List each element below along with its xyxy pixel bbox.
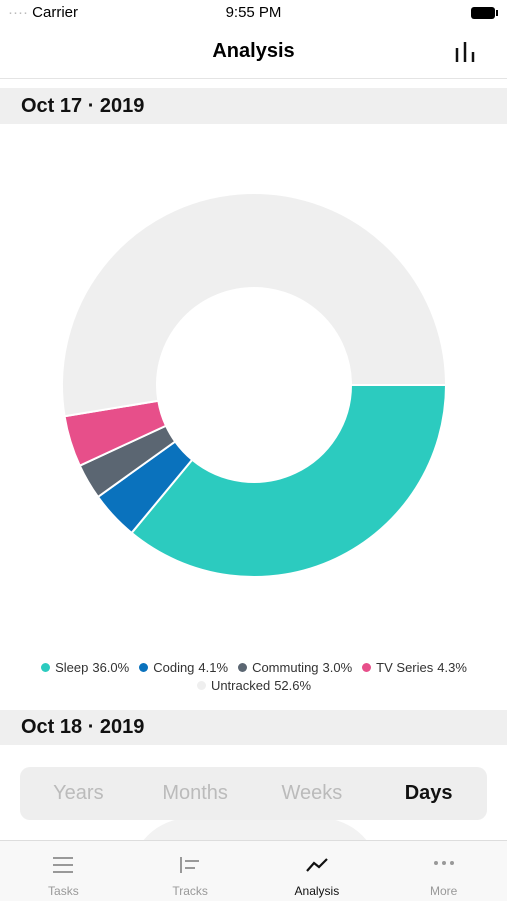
legend-swatch: [41, 663, 51, 672]
legend-item: TV Series 4.3%: [362, 660, 467, 675]
battery: [471, 7, 498, 19]
legend-swatch: [238, 663, 248, 672]
donut-segment: [61, 192, 448, 418]
legend-item: Commuting 3.0%: [238, 660, 352, 675]
legend-swatch: [362, 663, 372, 672]
legend: Sleep 36.0% Coding 4.1% Commuting 3.0% TV Seri…: [24, 660, 484, 693]
tab-label: Tasks: [48, 884, 79, 898]
nav-divider: [0, 78, 507, 79]
legend-value: 36.0%: [92, 660, 130, 675]
legend-name: TV Series: [376, 660, 434, 675]
tab-bar: Tasks Tracks Analysis More: [0, 840, 507, 901]
signal: ····: [8, 4, 28, 21]
tab[interactable]: More: [380, 841, 507, 901]
legend-swatch: [139, 663, 149, 672]
tab-icon: [53, 857, 74, 873]
section-date: Oct 17 · 2019: [21, 95, 145, 117]
nav-title: Analysis: [212, 40, 295, 62]
donut-segment: [130, 384, 448, 578]
section-date: Oct 18 · 2019: [21, 716, 145, 738]
tab-icon: [180, 857, 200, 873]
segment-option[interactable]: Months: [162, 782, 228, 804]
legend-value: 52.6%: [274, 678, 312, 693]
time: 9:55 PM: [225, 4, 282, 21]
tab[interactable]: Tasks: [0, 841, 127, 901]
legend-name: Untracked: [210, 678, 271, 693]
tab-label: More: [429, 884, 458, 898]
legend-name: Sleep: [55, 660, 89, 675]
chart-button[interactable]: [452, 40, 478, 64]
legend-item: Untracked 52.6%: [196, 678, 312, 693]
section-header: Oct 18 · 2019: [0, 710, 507, 745]
legend-name: Coding: [153, 660, 195, 675]
tab-label: Tracks: [172, 884, 208, 898]
legend-item: Sleep 36.0%: [41, 660, 129, 675]
legend-value: 4.3%: [437, 660, 467, 675]
legend-item: Coding 4.1%: [139, 660, 228, 675]
legend-swatch: [196, 681, 206, 690]
section-header: Oct 17 · 2019: [0, 88, 507, 124]
segment-option[interactable]: Days: [404, 782, 453, 804]
carrier: Carrier: [32, 4, 78, 21]
legend-name: Commuting: [252, 660, 319, 675]
tab-label: Analysis: [294, 884, 340, 898]
tab-icon: [306, 858, 328, 872]
segment-option[interactable]: Years: [53, 782, 104, 804]
tab[interactable]: Tracks: [127, 841, 254, 901]
tab-icon: [433, 861, 454, 865]
legend-value: 4.1%: [198, 660, 229, 675]
status-bar: ···· Carrier: [8, 4, 78, 21]
donut-chart: [61, 192, 448, 578]
segment-option[interactable]: Weeks: [281, 782, 343, 804]
legend-value: 3.0%: [322, 660, 353, 675]
segmented-control: Years Months Weeks Days: [20, 767, 487, 820]
tab[interactable]: Analysis: [254, 841, 381, 901]
